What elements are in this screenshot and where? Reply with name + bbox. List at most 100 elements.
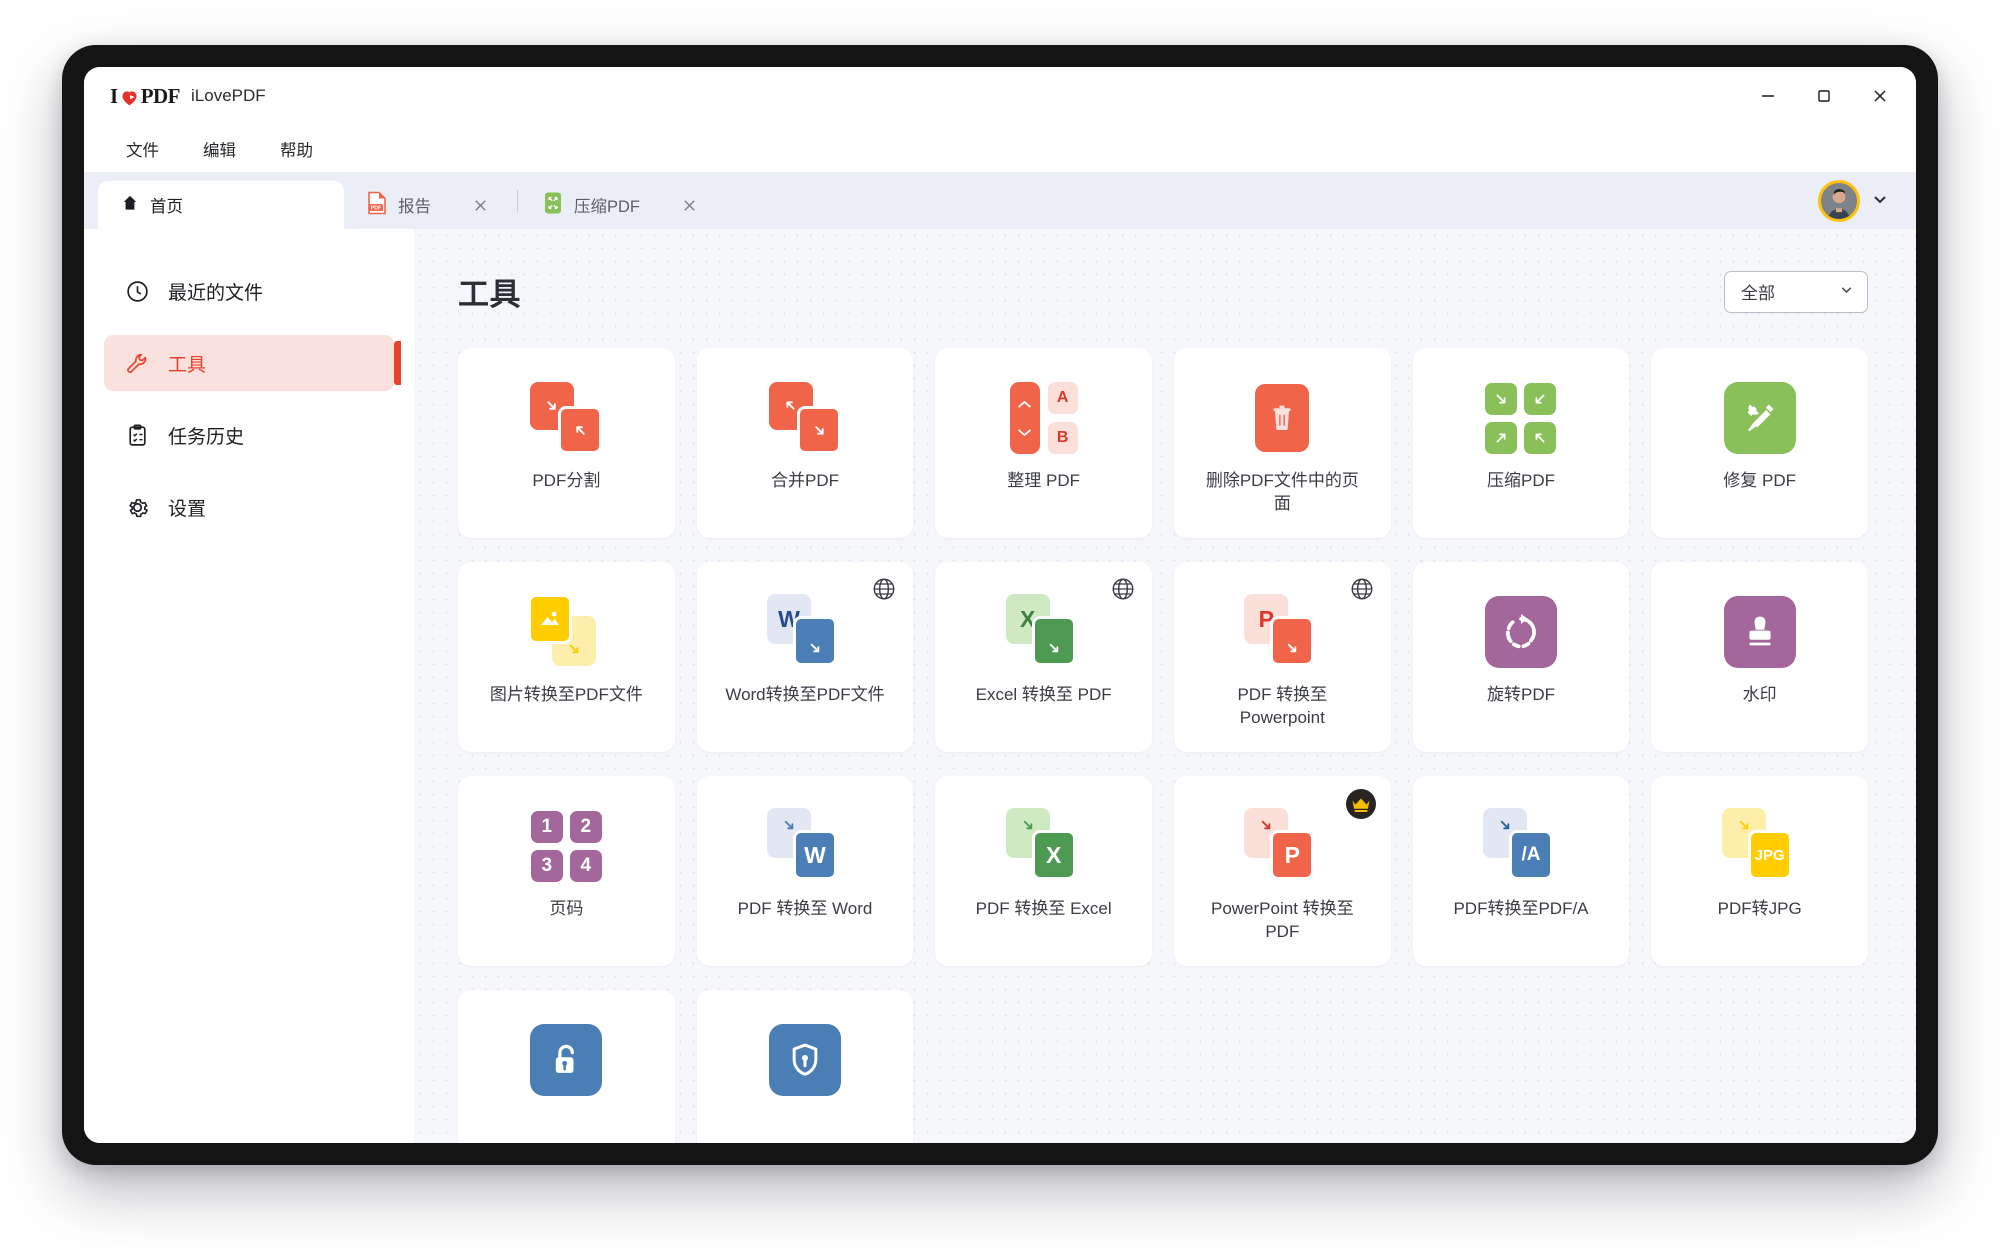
tool-label: 图片转换至PDF文件 (489, 685, 643, 704)
tab-report-close-icon[interactable] (467, 192, 493, 218)
home-icon (120, 193, 140, 218)
tool-label: PDF 转换至 Word (737, 899, 873, 918)
globe-icon (1349, 576, 1375, 602)
wrench-icon (124, 350, 150, 376)
menu-item-help[interactable]: 帮助 (280, 141, 313, 160)
sidebar-item-recent-files-label: 最近的文件 (168, 282, 264, 304)
close-icon[interactable] (1852, 75, 1908, 117)
tab-report[interactable]: PDF 报告 (344, 181, 515, 229)
window-controls (1740, 67, 1908, 125)
tool-label: 合并PDF (770, 471, 839, 490)
globe-icon (871, 576, 897, 602)
tool-card-image-to-pdf[interactable]: 图片转换至PDF文件 (458, 562, 675, 752)
logo-letter-i: I (110, 83, 118, 108)
tool-card-unlock-pdf[interactable] (458, 990, 675, 1143)
pdf-to-excel-icon: X (947, 798, 1140, 894)
title-bar: I PDF iLovePDF (84, 67, 1916, 125)
panel-header: 工具 全部 (458, 269, 1868, 314)
tool-card-pdf-to-pdfa[interactable]: /A PDF转换至PDF/A (1412, 776, 1630, 966)
globe-icon (1110, 576, 1136, 602)
sidebar-item-tools-label: 工具 (168, 354, 207, 376)
split-pdf-icon (470, 370, 663, 466)
pdf-file-icon: PDF (366, 191, 388, 220)
compress-pdf-icon (542, 191, 564, 220)
tool-card-protect-pdf[interactable] (696, 990, 914, 1143)
tab-home[interactable]: 首页 (98, 181, 344, 229)
tool-card-merge-pdf[interactable]: 合并PDF (696, 348, 914, 538)
account-area (1818, 173, 1890, 229)
gear-icon (124, 494, 150, 520)
menu-item-file[interactable]: 文件 (126, 141, 159, 160)
rotate-pdf-icon (1425, 584, 1618, 680)
heart-icon (119, 87, 140, 108)
tool-label: PDF 转换至 Powerpoint (1237, 685, 1328, 727)
tool-card-pdf-to-powerpoint[interactable]: P PDF 转换至 Powerpoint (1174, 562, 1391, 752)
tool-card-split-pdf[interactable]: PDF分割 (458, 348, 675, 538)
tool-card-pdf-to-excel[interactable]: X PDF 转换至 Excel (935, 776, 1152, 966)
excel-to-pdf-icon: X (947, 584, 1140, 680)
word-to-pdf-icon: W (709, 584, 902, 680)
tool-label: PowerPoint 转换至 PDF (1210, 899, 1354, 941)
unlock-pdf-icon (470, 1012, 663, 1108)
pdf-to-pdfa-icon: /A (1425, 798, 1618, 894)
tool-card-compress-pdf[interactable]: 压缩PDF (1412, 348, 1630, 538)
tab-compress-pdf-close-icon[interactable] (676, 192, 702, 218)
sidebar-item-task-history-label: 任务历史 (168, 426, 245, 448)
repair-pdf-icon (1663, 370, 1856, 466)
avatar[interactable] (1818, 180, 1860, 222)
tool-card-pdf-to-word[interactable]: W PDF 转换至 Word (696, 776, 914, 966)
compress-pdf-icon (1425, 370, 1618, 466)
page-title: 工具 (458, 277, 521, 312)
tools-grid: PDF分割 (458, 348, 1868, 1143)
clock-icon (124, 278, 150, 304)
tool-card-watermark[interactable]: 水印 (1651, 562, 1868, 752)
pdf-to-powerpoint-icon: P (1186, 584, 1379, 680)
tab-bar: 首页 PDF 报告 (84, 173, 1916, 229)
tab-divider (517, 190, 518, 212)
logo-text-pdf: PDF (140, 83, 181, 108)
sidebar: 最近的文件 工具 (84, 229, 414, 1143)
tool-card-powerpoint-to-pdf[interactable]: P PowerPoint 转换至 PDF (1174, 776, 1391, 966)
sidebar-item-settings[interactable]: 设置 (104, 479, 394, 535)
tools-filter-value: 全部 (1741, 284, 1775, 303)
tool-label: 修复 PDF (1723, 471, 1797, 490)
maximize-icon[interactable] (1796, 75, 1852, 117)
tab-compress-pdf[interactable]: 压缩PDF (520, 181, 724, 229)
minimize-icon[interactable] (1740, 75, 1796, 117)
tool-label: 删除PDF文件中的页面 (1205, 471, 1359, 513)
tool-label: 压缩PDF (1486, 471, 1555, 490)
tab-home-label: 首页 (150, 198, 183, 216)
tool-card-rotate-pdf[interactable]: 旋转PDF (1412, 562, 1630, 752)
tool-label: Word转换至PDF文件 (725, 685, 885, 704)
tab-compress-pdf-label: 压缩PDF (574, 198, 640, 216)
tools-filter-select[interactable]: 全部 (1724, 270, 1868, 313)
crown-icon (1345, 788, 1377, 820)
tool-card-pdf-to-jpg[interactable]: JPG PDF转JPG (1651, 776, 1868, 966)
tool-label: 水印 (1742, 685, 1777, 704)
tool-label: PDF 转换至 Excel (975, 899, 1112, 918)
brand: I PDF iLovePDF (110, 84, 266, 109)
tool-label: Excel 转换至 PDF (975, 685, 1112, 704)
sidebar-item-recent-files[interactable]: 最近的文件 (104, 263, 394, 319)
protect-pdf-icon (709, 1012, 902, 1108)
menu-bar: 文件 编辑 帮助 (84, 125, 1916, 173)
tool-label: PDF转JPG (1717, 899, 1802, 918)
menu-item-edit[interactable]: 编辑 (203, 141, 236, 160)
sidebar-item-task-history[interactable]: 任务历史 (104, 407, 394, 463)
tools-panel: 工具 全部 (414, 229, 1916, 1143)
tool-card-repair-pdf[interactable]: 修复 PDF (1651, 348, 1868, 538)
tool-card-remove-pages[interactable]: 删除PDF文件中的页面 (1174, 348, 1391, 538)
tool-label: 整理 PDF (1007, 471, 1081, 490)
sidebar-item-tools[interactable]: 工具 (104, 335, 401, 391)
tool-card-organize-pdf[interactable]: A B 整理 PDF (935, 348, 1152, 538)
sidebar-item-settings-label: 设置 (168, 498, 207, 520)
tool-card-excel-to-pdf[interactable]: X Excel 转换至 PDF (935, 562, 1152, 752)
tool-label: 旋转PDF (1486, 685, 1555, 704)
powerpoint-to-pdf-icon: P (1186, 798, 1379, 894)
chevron-down-icon[interactable] (1870, 189, 1890, 214)
chevron-down-icon (1838, 281, 1855, 303)
tool-card-word-to-pdf[interactable]: W Word转换至PDF文件 (696, 562, 914, 752)
remove-pages-icon (1186, 370, 1379, 466)
svg-text:PDF: PDF (371, 205, 381, 211)
tool-card-page-numbers[interactable]: 1 2 3 4 页码 (458, 776, 675, 966)
